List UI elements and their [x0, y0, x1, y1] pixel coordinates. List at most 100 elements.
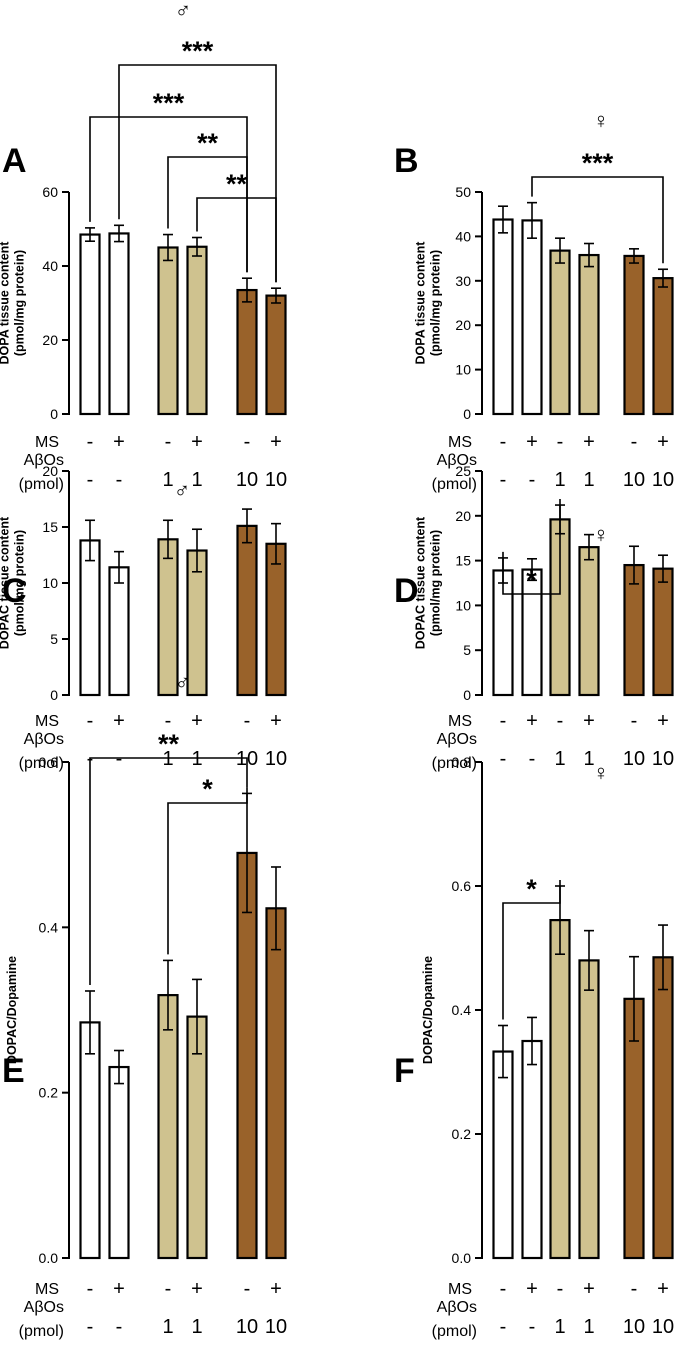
- significance-stars: **: [158, 729, 180, 759]
- y-axis-label: (pmol/mg protein): [429, 530, 443, 636]
- ms-mark: +: [270, 1278, 282, 1300]
- y-tick-label: 0: [50, 687, 58, 703]
- ms-mark: +: [113, 710, 125, 732]
- y-tick-label: 0.0: [39, 1250, 59, 1266]
- bar: [265, 294, 287, 416]
- bar: [492, 218, 514, 416]
- y-tick-label: 0.2: [452, 1126, 472, 1142]
- bar: [549, 249, 571, 416]
- pmol-row-label: (pmol): [432, 1323, 477, 1340]
- ms-row-label: MS: [35, 713, 59, 730]
- ms-mark: -: [244, 431, 251, 453]
- y-axis-label: DOPAC/Dopamine: [421, 956, 435, 1064]
- y-axis-label: DOPAC/Dopamine: [5, 956, 19, 1064]
- bar: [652, 567, 674, 697]
- ms-mark: -: [557, 710, 564, 732]
- y-tick-label: 0.4: [39, 919, 59, 935]
- ms-mark: +: [113, 431, 125, 453]
- significance-bracket: [89, 757, 248, 985]
- abos-row-label: AβOs: [24, 731, 64, 748]
- y-axis-label: DOPA tissue content: [0, 241, 12, 365]
- bar: [549, 918, 571, 1260]
- bar: [108, 566, 130, 697]
- y-tick-label: 0.6: [452, 878, 472, 894]
- abos-mark: 10: [652, 748, 674, 770]
- bar: [265, 542, 287, 697]
- y-tick-label: 0.4: [452, 1002, 472, 1018]
- abos-mark: -: [116, 1316, 123, 1338]
- significance-stars: *: [526, 565, 537, 595]
- pmol-row-label: (pmol): [19, 755, 64, 772]
- abos-mark: 10: [236, 469, 258, 491]
- abos-mark: 1: [162, 469, 173, 491]
- sex-symbol: ♂: [174, 478, 191, 503]
- abos-mark: -: [529, 469, 536, 491]
- abos-mark: 1: [162, 1316, 173, 1338]
- sex-symbol: ♂: [175, 0, 192, 23]
- y-tick-label: 20: [455, 317, 471, 333]
- ms-mark: -: [500, 431, 507, 453]
- panel-e: E♂0.00.20.40.6DOPAC/Dopamine***MSAβOs(pm…: [2, 670, 287, 1340]
- y-tick-label: 10: [42, 575, 58, 591]
- sex-symbol: ♀: [593, 760, 610, 785]
- abos-row-label: AβOs: [24, 452, 64, 469]
- abos-mark: -: [500, 1316, 507, 1338]
- abos-mark: 10: [265, 748, 287, 770]
- bar: [236, 288, 258, 416]
- significance-bracket: [89, 116, 248, 273]
- y-axis-label: DOPA tissue content: [414, 241, 428, 365]
- y-tick-label: 0.2: [39, 1085, 59, 1101]
- ms-mark: +: [113, 1278, 125, 1300]
- abos-mark: 1: [191, 469, 202, 491]
- abos-mark: 10: [623, 748, 645, 770]
- bar: [79, 233, 101, 416]
- ms-mark: +: [270, 710, 282, 732]
- panel-letter: D: [394, 572, 419, 610]
- bar: [157, 246, 179, 416]
- abos-mark: 1: [191, 748, 202, 770]
- bar: [79, 1021, 101, 1260]
- abos-mark: 1: [162, 748, 173, 770]
- y-axis-label: DOPAC tissue content: [0, 516, 12, 649]
- bar: [652, 277, 674, 416]
- abos-mark: 1: [583, 469, 594, 491]
- ms-row-label: MS: [448, 1281, 472, 1298]
- ms-mark: -: [87, 1278, 94, 1300]
- abos-mark: -: [87, 469, 94, 491]
- y-tick-label: 60: [42, 184, 58, 200]
- y-tick-label: 15: [455, 553, 471, 569]
- bar: [521, 219, 543, 416]
- y-tick-label: 5: [463, 642, 471, 658]
- significance-stars: **: [226, 169, 248, 199]
- ms-mark: -: [244, 1278, 251, 1300]
- y-tick-label: 20: [42, 463, 58, 479]
- abos-mark: 10: [623, 1316, 645, 1338]
- pmol-row-label: (pmol): [432, 476, 477, 493]
- y-tick-label: 20: [455, 508, 471, 524]
- bar: [578, 959, 600, 1260]
- bar: [578, 546, 600, 697]
- y-axis-label: (pmol/mg protein): [429, 250, 443, 356]
- abos-mark: -: [529, 748, 536, 770]
- abos-mark: 1: [583, 1316, 594, 1338]
- bar: [108, 1065, 130, 1260]
- y-tick-label: 0.0: [452, 1250, 472, 1266]
- y-tick-label: 20: [42, 332, 58, 348]
- ms-mark: +: [583, 710, 595, 732]
- significance-bracket: [502, 499, 561, 595]
- bar: [236, 524, 258, 697]
- pmol-row-label: (pmol): [432, 755, 477, 772]
- abos-mark: -: [500, 469, 507, 491]
- ms-mark: -: [87, 431, 94, 453]
- abos-mark: 1: [191, 1316, 202, 1338]
- bar: [492, 1050, 514, 1260]
- bar: [236, 851, 258, 1260]
- ms-row-label: MS: [448, 434, 472, 451]
- panel-letter: E: [2, 1052, 25, 1090]
- abos-mark: 10: [623, 469, 645, 491]
- abos-row-label: AβOs: [24, 1299, 64, 1316]
- panel-b: B ♀ 0 10 20 30 40 50 DOPA tissue content (pmol/mg…: [394, 108, 674, 493]
- bar: [652, 956, 674, 1260]
